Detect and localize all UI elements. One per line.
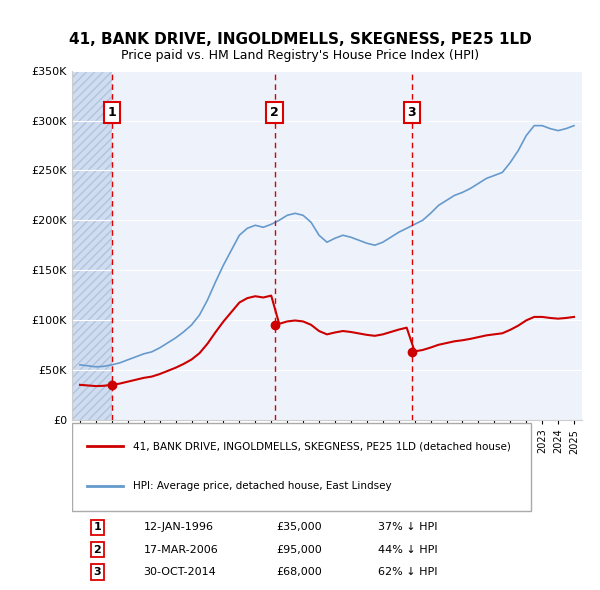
Text: 1: 1 [108, 106, 116, 119]
Text: 37% ↓ HPI: 37% ↓ HPI [378, 523, 437, 532]
Text: 2: 2 [94, 545, 101, 555]
Text: HPI: Average price, detached house, East Lindsey: HPI: Average price, detached house, East… [133, 481, 392, 491]
Text: £35,000: £35,000 [276, 523, 322, 532]
Text: 62% ↓ HPI: 62% ↓ HPI [378, 567, 437, 577]
Text: 41, BANK DRIVE, INGOLDMELLS, SKEGNESS, PE25 1LD: 41, BANK DRIVE, INGOLDMELLS, SKEGNESS, P… [68, 32, 532, 47]
Bar [72, 71, 112, 419]
Text: 44% ↓ HPI: 44% ↓ HPI [378, 545, 437, 555]
Text: £68,000: £68,000 [276, 567, 322, 577]
Text: 12-JAN-1996: 12-JAN-1996 [143, 523, 214, 532]
Text: 30-OCT-2014: 30-OCT-2014 [143, 567, 216, 577]
Text: 17-MAR-2006: 17-MAR-2006 [143, 545, 218, 555]
Text: £95,000: £95,000 [276, 545, 322, 555]
FancyBboxPatch shape [72, 424, 531, 511]
Text: 1: 1 [94, 523, 101, 532]
Text: 2: 2 [270, 106, 279, 119]
Text: 3: 3 [407, 106, 416, 119]
Text: 3: 3 [94, 567, 101, 577]
Text: 41, BANK DRIVE, INGOLDMELLS, SKEGNESS, PE25 1LD (detached house): 41, BANK DRIVE, INGOLDMELLS, SKEGNESS, P… [133, 441, 511, 451]
Text: Price paid vs. HM Land Registry's House Price Index (HPI): Price paid vs. HM Land Registry's House … [121, 49, 479, 62]
